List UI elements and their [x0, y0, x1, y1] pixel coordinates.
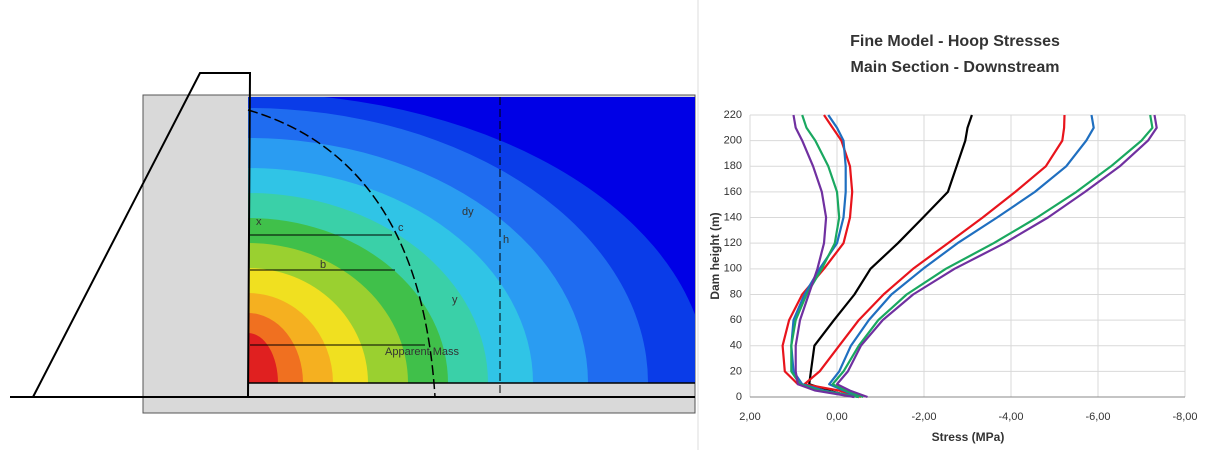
y-tick-label: 0 [736, 391, 742, 403]
y-tick-label: 220 [724, 109, 742, 121]
x-tick-label: 0,00 [826, 411, 847, 423]
chart: Fine Model - Hoop Stresses Main Section … [708, 33, 1197, 444]
diagram-label: b [320, 259, 326, 271]
y-tick-label: 180 [724, 160, 742, 172]
series-line [829, 115, 1093, 397]
series-line [833, 115, 1153, 397]
y-tick-label: 80 [730, 288, 742, 300]
x-tick-label: -4,00 [998, 411, 1023, 423]
diagram-label: dy [462, 206, 474, 218]
x-tick-label: -8,00 [1172, 411, 1197, 423]
y-tick-label: 20 [730, 365, 742, 377]
y-tick-label: 140 [724, 211, 742, 223]
chart-title: Fine Model - Hoop Stresses [850, 33, 1060, 50]
series-line [791, 115, 859, 397]
y-tick-label: 100 [724, 263, 742, 275]
series-line [791, 115, 859, 397]
series-line [804, 115, 1064, 397]
y-tick-label: 200 [724, 135, 742, 147]
diagram-label: c [398, 222, 404, 234]
x-tick-label: -6,00 [1085, 411, 1110, 423]
y-tick-label: 40 [730, 340, 742, 352]
diagram-label: Apparent Mass [385, 346, 459, 358]
x-tick-label: -2,00 [911, 411, 936, 423]
y-tick-label: 120 [724, 237, 742, 249]
chart-title: Main Section - Downstream [851, 59, 1060, 76]
diagram-label: y [452, 294, 458, 306]
x-axis-label: Stress (MPa) [932, 430, 1005, 444]
y-tick-label: 160 [724, 186, 742, 198]
page: Apparent Mass b c x dy y h Fine Model - … [0, 0, 1209, 450]
diagram-label: x [256, 216, 262, 228]
y-tick-label: 60 [730, 314, 742, 326]
x-tick-label: 2,00 [739, 411, 760, 423]
y-axis-label: Dam height (m) [708, 212, 722, 299]
diagram-label: h [503, 234, 509, 246]
dam-diagram: Apparent Mass b c x dy y h [10, 73, 708, 413]
